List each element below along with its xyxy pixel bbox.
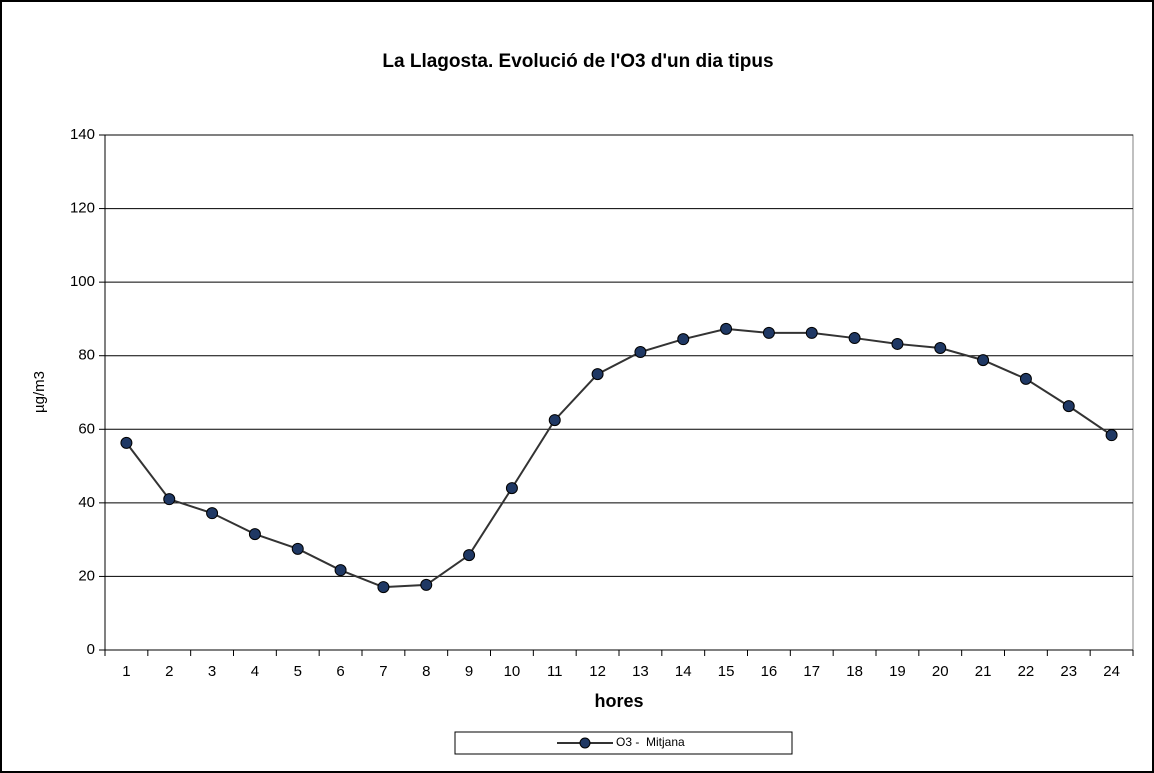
data-point [805,326,818,339]
x-tick-label: 6 [336,663,344,680]
data-point [377,581,390,594]
y-tick-label: 100 [70,273,95,290]
x-tick-label: 21 [975,663,992,680]
x-tick-label: 23 [1060,663,1077,680]
data-point [634,346,647,359]
y-tick-label: 20 [78,567,95,584]
x-axis-label: hores [594,691,643,711]
x-tick-label: 16 [761,663,778,680]
data-point [1019,372,1032,385]
x-tick-label: 2 [165,663,173,680]
legend-label: O3 - Mitjana [616,735,685,749]
x-tick-label: 10 [504,663,521,680]
x-tick-label: 14 [675,663,692,680]
data-point [463,549,476,562]
x-tick-label: 7 [379,663,387,680]
data-point [163,493,176,506]
data-point [1105,429,1118,442]
plot-area [104,134,1134,651]
data-point [934,341,947,354]
data-point [591,368,604,381]
data-point [505,482,518,495]
data-point [291,542,304,555]
x-tick-label: 3 [208,663,216,680]
x-tick-label: 24 [1103,663,1120,680]
data-point [420,578,433,591]
data-point [1062,400,1075,413]
y-tick-label: 40 [78,494,95,511]
data-point [677,333,690,346]
x-tick-label: 8 [422,663,430,680]
data-point [548,414,561,427]
x-tick-label: 1 [122,663,130,680]
data-point [977,354,990,367]
x-tick-label: 18 [846,663,863,680]
data-point [720,322,733,335]
x-tick-label: 22 [1018,663,1035,680]
data-point [248,528,261,541]
x-tick-label: 5 [294,663,302,680]
x-tick-label: 4 [251,663,259,680]
chart-title: La Llagosta. Evolució de l'O3 d'un dia t… [382,51,773,72]
y-tick-label: 120 [70,200,95,217]
data-point [120,436,133,449]
data-point [762,326,775,339]
x-tick-label: 13 [632,663,649,680]
data-point [848,332,861,345]
y-tick-label: 60 [78,420,95,437]
y-tick-label: 80 [78,347,95,364]
series-line [125,327,1113,589]
data-point [206,507,219,520]
x-tick-label: 11 [547,663,563,680]
x-tick-label: 15 [718,663,735,680]
y-tick-label: 140 [70,126,95,143]
data-point [334,564,347,577]
x-tick-label: 12 [589,663,606,680]
data-point [891,337,904,350]
y-tick-label: 0 [87,641,95,658]
legend [454,731,793,755]
y-axis-label: µg/m3 [31,371,48,413]
x-tick-label: 20 [932,663,949,680]
x-tick-label: 9 [465,663,473,680]
legend-marker [579,737,591,749]
x-tick-label: 19 [889,663,906,680]
x-tick-label: 17 [803,663,820,680]
